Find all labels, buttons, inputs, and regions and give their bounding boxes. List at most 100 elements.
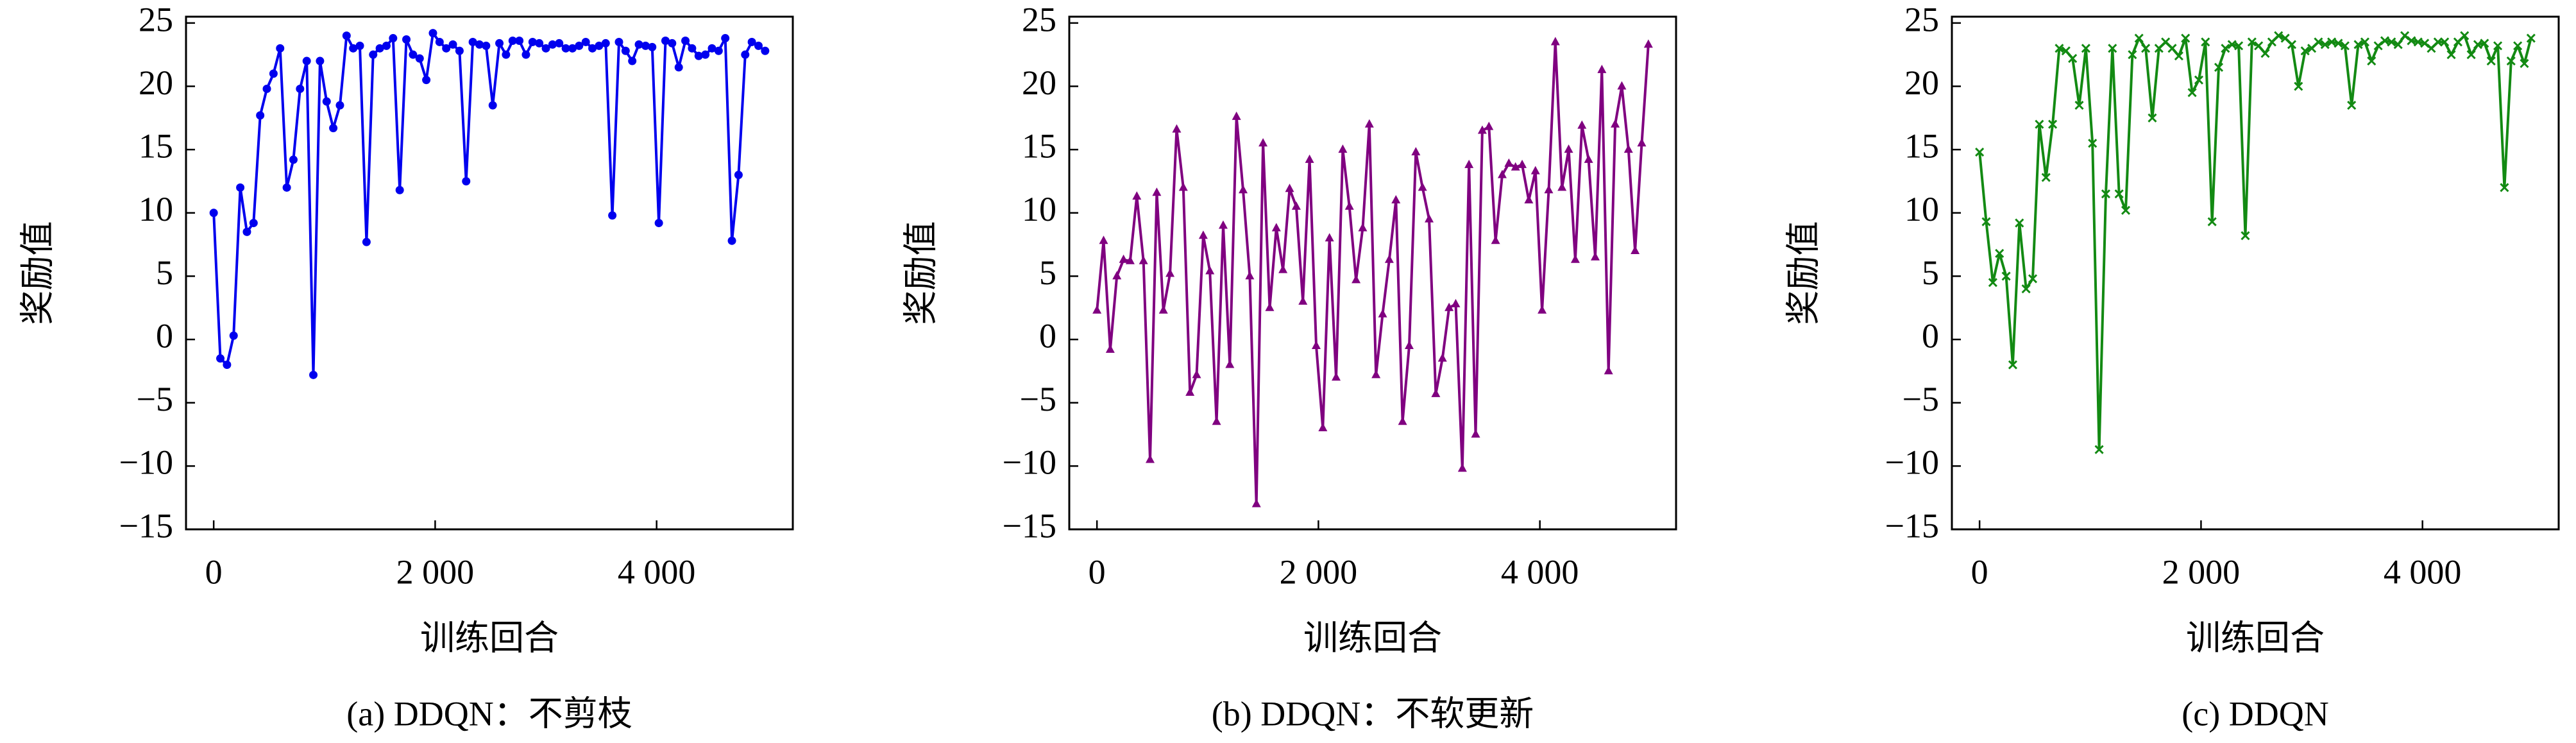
y-tick-label: −15 (1885, 506, 1939, 545)
data-point (2061, 46, 2071, 56)
data-point (229, 331, 238, 340)
data-point (641, 41, 650, 50)
data-point (1185, 387, 1195, 396)
data-point (1278, 264, 1288, 273)
data-point (1504, 158, 1514, 167)
data-point (1192, 370, 1201, 379)
data-point (1464, 159, 1474, 168)
data-point (2274, 31, 2284, 40)
data-point (296, 84, 305, 93)
data-point (1564, 144, 1573, 153)
data-point (1218, 220, 1228, 229)
data-point (1125, 255, 1135, 264)
y-tick-label: 10 (1022, 190, 1056, 228)
data-point (1544, 185, 1554, 194)
data-point (2108, 44, 2117, 53)
data-point (382, 41, 391, 50)
data-point (1981, 217, 1991, 226)
y-tick-label: 20 (1022, 64, 1056, 102)
x-tick-label: 2 000 (396, 552, 475, 591)
data-point (2327, 37, 2337, 47)
data-point (2254, 41, 2264, 51)
data-point (2128, 50, 2137, 60)
data-point (1995, 248, 2004, 258)
data-point (535, 38, 544, 47)
data-point (402, 35, 411, 44)
data-point (2187, 88, 2197, 98)
data-point (482, 41, 491, 50)
data-point (2048, 119, 2058, 129)
data-point (236, 183, 245, 192)
data-point (1557, 182, 1567, 191)
data-line (212, 31, 767, 377)
data-point (375, 44, 384, 53)
data-point (2466, 50, 2476, 60)
y-tick-label: 15 (1022, 127, 1056, 166)
data-point (668, 38, 677, 47)
data-point (608, 211, 617, 220)
data-point (1371, 370, 1381, 379)
y-tick-label: 10 (1904, 190, 1939, 228)
data-point (455, 46, 464, 55)
data-point (568, 44, 577, 53)
y-tick-label: 0 (1039, 316, 1056, 355)
data-point (727, 236, 736, 245)
data-point (342, 31, 351, 40)
data-point (462, 176, 471, 185)
data-point (628, 56, 637, 65)
y-tick-label: 5 (1922, 253, 1939, 292)
data-point (2513, 41, 2523, 51)
data-point (1352, 275, 1361, 284)
data-point (209, 209, 218, 218)
data-point (1158, 305, 1168, 314)
data-point (2021, 284, 2031, 294)
data-point (2194, 75, 2204, 85)
data-point (2074, 101, 2084, 110)
data-point (495, 38, 504, 47)
data-point (1590, 252, 1600, 260)
data-point (2001, 271, 2011, 281)
data-point (395, 185, 404, 194)
data-point (1384, 254, 1394, 263)
data-point (1099, 235, 1108, 244)
data-point (2280, 33, 2290, 43)
data-point (694, 51, 703, 60)
data-point (1550, 37, 1560, 46)
data-point (2260, 49, 2270, 58)
data-point (2453, 37, 2462, 47)
y-tick-label: 5 (156, 253, 173, 292)
data-point (1643, 39, 1653, 48)
y-tick-label: −10 (1003, 443, 1056, 482)
data-point (2055, 44, 2064, 53)
plot-frame (1951, 15, 2560, 531)
data-point (502, 50, 511, 59)
data-point (2460, 31, 2470, 40)
data-point (369, 50, 378, 59)
y-axis-label: 奖励值 (901, 221, 940, 325)
data-point (276, 44, 285, 53)
data-point (2506, 56, 2516, 66)
data-point (1305, 154, 1314, 163)
data-point (2221, 44, 2230, 53)
data-point (2214, 62, 2224, 72)
data-point (2234, 41, 2244, 51)
data-point (2287, 40, 2297, 49)
y-tick-label: 0 (1922, 316, 1939, 355)
data-point (2413, 37, 2423, 47)
data-point (1212, 416, 1221, 425)
data-point (761, 46, 770, 55)
data-point (754, 41, 763, 50)
data-point (1332, 372, 1341, 381)
x-axis-label: 训练回合 (2186, 619, 2325, 657)
data-point (2227, 40, 2237, 49)
data-point (2081, 44, 2090, 53)
data-point (2380, 36, 2390, 46)
data-point (581, 37, 590, 46)
data-point (329, 124, 338, 133)
data-point (2334, 38, 2343, 48)
data-point (747, 37, 756, 46)
data-point (1119, 254, 1128, 263)
data-point (1291, 201, 1301, 210)
y-tick-label: 5 (1039, 253, 1056, 292)
